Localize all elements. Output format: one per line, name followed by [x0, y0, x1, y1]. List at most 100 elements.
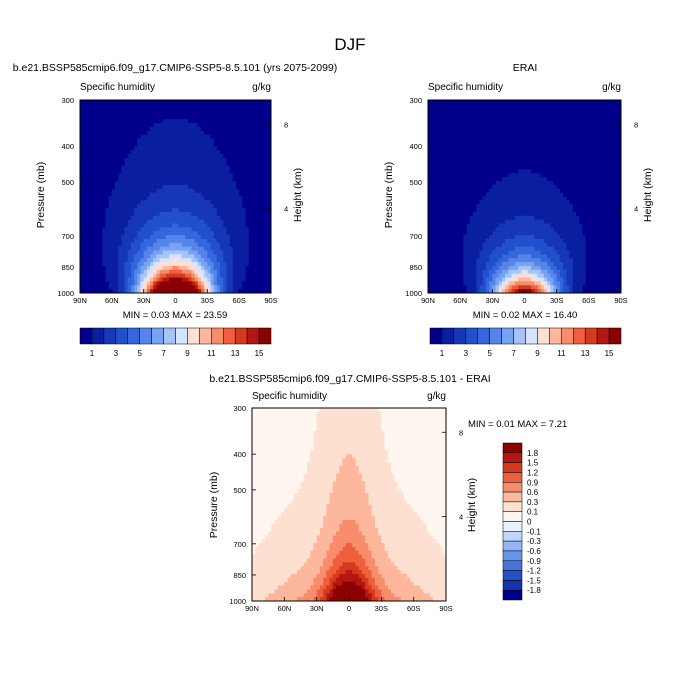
contour-cell [242, 235, 247, 240]
contour-cell [614, 215, 619, 221]
contour-cell [153, 138, 157, 144]
contour-cell [223, 208, 228, 213]
contour-cell [258, 165, 263, 171]
contour-cell [482, 192, 487, 198]
contour-cell [540, 107, 545, 113]
contour-cell [585, 142, 590, 147]
contour-cell [245, 200, 250, 205]
contour-cell [428, 119, 432, 124]
contour-cell [239, 265, 243, 271]
contour-cell [492, 127, 497, 132]
contour-cell [150, 238, 154, 244]
contour-cell [261, 161, 266, 167]
contour-cell [143, 215, 148, 221]
contour-cell [175, 200, 180, 205]
contour-cell [518, 127, 522, 132]
contour-cell [188, 215, 193, 221]
contour-cell [137, 127, 142, 132]
contour-cell [540, 103, 545, 109]
contour-cell [115, 208, 119, 213]
contour-cell [191, 273, 196, 279]
contour-cell [559, 127, 564, 132]
contour-cell [521, 200, 526, 205]
contour-cell [127, 269, 132, 275]
contour-cell [127, 204, 132, 209]
contour-cell [223, 254, 228, 259]
contour-cell [579, 173, 583, 178]
contour-cell [146, 254, 151, 259]
contour-cell [156, 192, 161, 198]
contour-cell [197, 123, 202, 128]
contour-cell [146, 177, 151, 182]
contour-cell [242, 269, 247, 275]
contour-cell [521, 111, 526, 117]
contour-cell [460, 200, 464, 205]
contour-cell [527, 184, 532, 190]
contour-cell [524, 111, 529, 117]
contour-cell [137, 250, 142, 255]
contour-cell [127, 262, 132, 267]
contour-cell [508, 177, 513, 182]
contour-cell [99, 208, 103, 213]
contour-cell [582, 115, 587, 120]
contour-cell [456, 154, 461, 159]
contour-cell [223, 231, 228, 236]
contour-cell [223, 111, 228, 117]
contour-cell [485, 173, 490, 178]
contour-cell [127, 208, 132, 213]
contour-cell [245, 258, 250, 263]
contour-cell [614, 103, 619, 109]
contour-cell [534, 184, 538, 190]
contour-cell [255, 188, 259, 194]
contour-cell [204, 184, 208, 190]
contour-cell [95, 154, 100, 159]
contour-cell [169, 146, 173, 151]
contour-cell [501, 165, 506, 171]
contour-cell [537, 181, 542, 186]
contour-cell [165, 111, 170, 117]
contour-cell [434, 219, 439, 225]
contour-cell [508, 173, 513, 178]
contour-cell [207, 204, 212, 209]
contour-cell [172, 231, 177, 236]
contour-cell [245, 173, 250, 178]
contour-cell [614, 177, 619, 182]
contour-cell [501, 219, 506, 225]
contour-cell [466, 154, 471, 159]
contour-cell [83, 281, 87, 286]
contour-cell [232, 130, 237, 136]
contour-cell [440, 138, 445, 144]
contour-cell [540, 130, 545, 136]
contour-cell [226, 215, 231, 221]
contour-cell [498, 127, 503, 132]
contour-cell [453, 165, 458, 171]
contour-cell [595, 123, 600, 128]
contour-cell [537, 157, 542, 163]
contour-cell [518, 196, 522, 201]
contour-cell [86, 269, 91, 275]
contour-cell [592, 138, 596, 144]
contour-cell [169, 285, 173, 290]
contour-cell [559, 192, 564, 198]
contour-cell [111, 281, 116, 286]
contour-cell [239, 188, 243, 194]
contour-cell [232, 281, 237, 286]
contour-cell [223, 173, 228, 178]
contour-cell [617, 177, 621, 182]
contour-cell [556, 184, 561, 190]
contour-cell [165, 154, 170, 159]
contour-cell [108, 154, 113, 159]
contour-cell [229, 177, 234, 182]
contour-cell [86, 157, 91, 163]
colorbar-swatch [246, 327, 260, 345]
contour-cell [255, 204, 259, 209]
contour-cell [608, 219, 612, 225]
contour-cell [220, 285, 224, 290]
contour-cell [482, 138, 487, 144]
contour-cell [200, 265, 205, 271]
contour-cell [194, 127, 199, 132]
contour-cell [99, 181, 103, 186]
contour-cell [95, 142, 100, 147]
contour-cell [89, 227, 94, 232]
contour-cell [463, 204, 468, 209]
